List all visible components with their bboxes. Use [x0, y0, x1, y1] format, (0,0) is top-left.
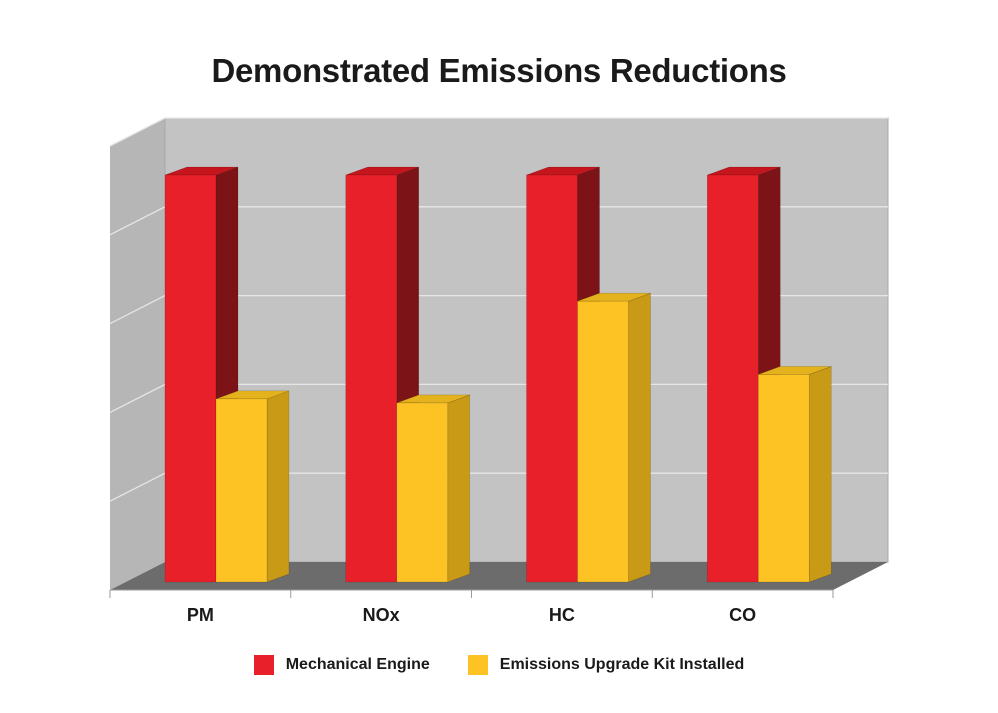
- floor: [110, 562, 888, 590]
- x-axis: PM NOx HC CO: [109, 589, 834, 625]
- bar-front: [345, 174, 398, 583]
- grid-line-side: [109, 117, 166, 147]
- side-wall: [110, 118, 165, 590]
- grid-line-side: [109, 472, 166, 502]
- bar-front: [215, 398, 268, 583]
- bar-side: [628, 292, 651, 583]
- bar-front: [396, 402, 449, 583]
- grid-line-side: [109, 383, 166, 413]
- legend-swatch-series-2: [467, 655, 488, 675]
- bar-front: [526, 174, 578, 583]
- x-tick-label: NOx: [363, 605, 400, 625]
- bar-2-co: [757, 366, 832, 583]
- bar-side: [447, 394, 471, 583]
- bar-2-hc: [577, 292, 651, 583]
- legend-item-series-2: Emissions Upgrade Kit Installed: [467, 655, 745, 675]
- bar-front: [164, 174, 217, 583]
- legend-label-series-1: Mechanical Engine: [285, 656, 430, 673]
- grid-line-side: [109, 295, 166, 325]
- x-tick-label: CO: [729, 605, 756, 625]
- legend-item-series-1: Mechanical Engine: [253, 655, 430, 675]
- bars: [164, 166, 832, 583]
- chart-title: Demonstrated Emissions Reductions: [211, 52, 787, 89]
- bar-front: [706, 174, 759, 583]
- legend-swatch-series-1: [253, 655, 274, 675]
- bar-2-nox: [396, 394, 471, 583]
- bar-front: [757, 374, 810, 583]
- bar-front: [577, 300, 629, 583]
- bar-2-pm: [215, 390, 290, 583]
- x-tick-label: HC: [549, 605, 575, 625]
- bar-side: [808, 366, 832, 583]
- bar-side: [266, 390, 290, 583]
- grid-line-side: [109, 206, 166, 236]
- x-tick-label: PM: [187, 605, 214, 625]
- legend-label-series-2: Emissions Upgrade Kit Installed: [499, 656, 745, 673]
- legend: Mechanical Engine Emissions Upgrade Kit …: [0, 652, 998, 678]
